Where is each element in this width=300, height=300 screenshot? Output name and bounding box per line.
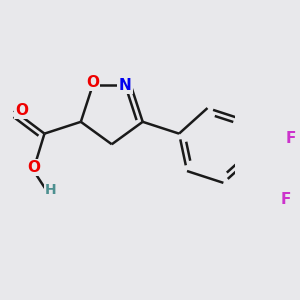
Text: F: F	[286, 131, 296, 146]
Text: O: O	[86, 75, 99, 90]
Text: N: N	[118, 78, 131, 93]
Text: F: F	[280, 193, 291, 208]
Text: O: O	[15, 103, 28, 118]
Text: O: O	[27, 160, 40, 175]
Text: H: H	[45, 183, 57, 197]
